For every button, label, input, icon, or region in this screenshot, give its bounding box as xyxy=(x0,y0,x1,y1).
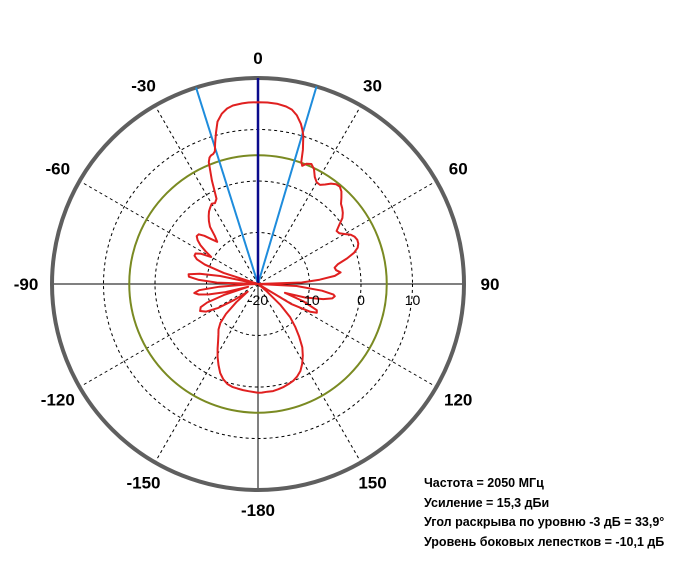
beam-edge-line xyxy=(195,87,259,285)
angle-tick-label: 30 xyxy=(363,77,382,96)
radial-tick-label: 0 xyxy=(357,292,365,308)
grid-spoke xyxy=(79,283,259,388)
grid-spoke xyxy=(257,283,437,388)
beam-edge-line xyxy=(257,86,318,285)
angle-tick-label: 0 xyxy=(253,49,262,68)
angle-tick-label: -120 xyxy=(41,391,75,410)
gain-text: Усиление = 15,3 дБи xyxy=(424,495,550,510)
angle-tick-label: -90 xyxy=(14,275,39,294)
pattern-series-layer xyxy=(187,101,360,394)
grid-spoke xyxy=(154,283,259,463)
angle-tick-label: 120 xyxy=(444,391,472,410)
grid-spoke xyxy=(257,105,362,285)
angle-tick-label: -150 xyxy=(126,473,160,492)
angle-tick-label: -180 xyxy=(241,501,275,520)
axis-labels-layer: 0 30 60 90 120 150 -180 -150 -120 -90 -60 -30 -20 -10… xyxy=(14,49,500,520)
radial-tick-label: -10 xyxy=(299,292,319,308)
angle-tick-label: 150 xyxy=(358,473,386,492)
angle-tick-label: -60 xyxy=(46,159,71,178)
grid-spoke xyxy=(257,283,362,463)
angle-tick-label: 60 xyxy=(449,159,468,178)
pattern-series-line xyxy=(187,101,360,394)
radial-tick-label: 10 xyxy=(405,292,421,308)
grid-spoke xyxy=(257,180,437,285)
grid-spoke xyxy=(79,180,259,285)
frequency-text: Частота = 2050 МГц xyxy=(424,476,544,490)
sidelobe-level-text: Уровень боковых лепестков = -10,1 дБ xyxy=(424,534,665,549)
radial-tick-label: -20 xyxy=(248,292,268,308)
beamwidth-text: Угол раскрыва по уровню -3 дБ = 33,9° xyxy=(424,515,665,529)
antenna-info-panel: Частота = 2050 МГц Усиление = 15,3 дБи У… xyxy=(424,474,664,552)
angle-tick-label: -30 xyxy=(131,77,156,96)
grid-spoke xyxy=(154,105,259,285)
angle-tick-label: 90 xyxy=(481,275,500,294)
beam-lines-layer xyxy=(195,78,318,285)
